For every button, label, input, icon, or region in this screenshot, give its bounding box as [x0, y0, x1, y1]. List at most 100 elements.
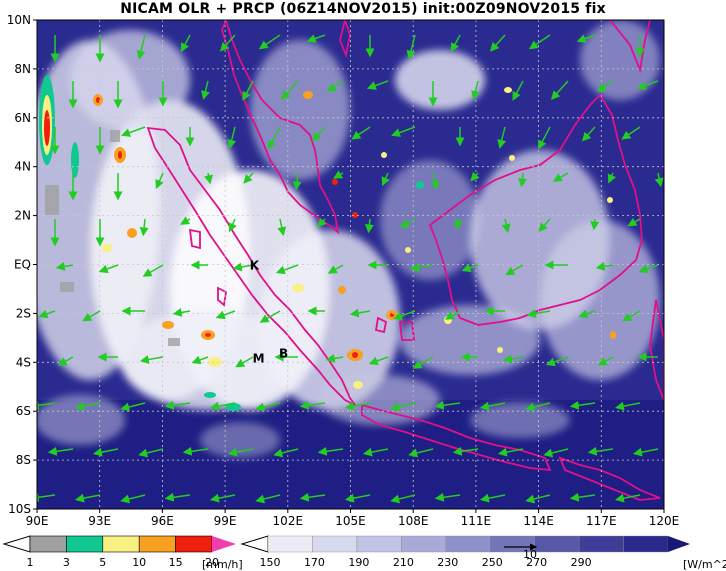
wind-arrow — [512, 80, 524, 101]
wind-arrow — [489, 34, 506, 52]
wind-arrow — [299, 492, 326, 502]
wind-arrow — [280, 80, 299, 100]
precip-scale-label: 20 — [205, 556, 219, 569]
wind-arrow — [268, 126, 281, 150]
lat-tick-label: EQ — [14, 258, 31, 272]
wind-arrow — [299, 400, 326, 410]
olr-color-box — [401, 535, 446, 553]
wind-arrow — [228, 218, 237, 233]
lon-tick-label: 105E — [335, 514, 366, 528]
precip-unit: [mm/h] — [202, 558, 243, 571]
olr-colorbar-low-tip — [240, 535, 269, 553]
plot-area — [37, 20, 664, 509]
wind-arrow — [37, 400, 56, 410]
wind-arrow — [277, 218, 287, 237]
wind-arrow — [327, 264, 344, 274]
coast-small-island-1 — [398, 321, 416, 341]
wind-arrow — [587, 446, 614, 456]
wind-arrow — [406, 34, 416, 60]
wind-arrow — [136, 34, 146, 60]
wind-arrow — [517, 172, 527, 188]
wind-arrow — [430, 172, 440, 191]
coast-lombok-area — [558, 456, 661, 501]
wind-arrow — [219, 34, 236, 52]
wind-arrow — [368, 356, 389, 366]
wind-arrow — [392, 310, 416, 321]
wind-arrow — [607, 172, 617, 184]
lat-tick-label: 10N — [7, 13, 31, 27]
wind-arrow — [538, 218, 551, 233]
wind-arrow — [92, 447, 119, 457]
wind-arrow — [209, 493, 236, 503]
wind-arrow — [258, 34, 281, 50]
lon-tick-label: 93E — [88, 514, 111, 528]
wind-arrow — [576, 34, 596, 43]
wind-arrow — [180, 34, 191, 53]
precip-color-box — [29, 535, 67, 553]
wind-arrow — [399, 218, 416, 228]
lon-tick-label: 96E — [151, 514, 174, 528]
wind-arrow — [47, 446, 74, 456]
wind-arrow — [182, 446, 209, 456]
olr-color-box — [445, 535, 491, 553]
lat-tick-label: 10S — [8, 502, 31, 516]
lon-tick-label: 120E — [649, 514, 680, 528]
lat-tick-label: 2N — [14, 209, 31, 223]
wind-arrow — [57, 356, 74, 366]
lon-tick-label: 108E — [398, 514, 429, 528]
wind-arrow — [259, 310, 281, 323]
wind-arrow — [434, 492, 461, 502]
wind-arrow — [638, 264, 659, 274]
wind-vectors — [37, 34, 664, 504]
wind-arrow — [636, 80, 659, 90]
precip-scale-label: 10 — [132, 556, 146, 569]
place-markers: K M B — [250, 258, 288, 365]
wind-arrow — [317, 217, 327, 228]
lat-axis: 10N 8N 6N 4N 2N EQ 2S 4S 6S 8S 10S — [7, 13, 37, 516]
wind-arrow — [349, 308, 371, 318]
wind-arrow — [333, 170, 344, 179]
wind-arrow — [621, 126, 641, 140]
olr-color-box — [356, 535, 402, 553]
wind-arrow — [227, 447, 254, 457]
wind-arrow — [497, 126, 507, 149]
place-marker: M — [253, 351, 265, 365]
precip-colorbar-boxes — [29, 535, 213, 553]
precip-colorbar: 1 3 5 10 15 20 [mm/h] — [2, 535, 243, 571]
wind-arrow — [351, 126, 371, 140]
precip-scale-label: 5 — [99, 556, 106, 569]
wind-arrow — [552, 172, 569, 182]
wind-arrow — [155, 172, 164, 189]
olr-scale-label: 170 — [304, 556, 325, 569]
coast-small-island-2 — [374, 316, 388, 334]
coast-thailand-gulf — [339, 20, 351, 59]
wind-arrow — [526, 309, 551, 318]
lat-tick-label: 4N — [14, 160, 31, 174]
wind-arrow — [242, 80, 254, 101]
wind-arrow — [164, 400, 191, 410]
lon-tick-label: 99E — [214, 514, 237, 528]
wind-arrow — [164, 492, 191, 502]
wind-arrow — [55, 262, 74, 271]
olr-colorbar: 150 170 190 210 230 250 270 290 [W/m^2] 10 — [240, 535, 726, 571]
precipitation-cells — [39, 75, 616, 411]
wind-arrow — [37, 492, 56, 502]
wind-arrow — [215, 310, 236, 320]
wind-arrow — [227, 126, 237, 149]
coast-vietnam — [609, 20, 651, 74]
olr-scale-label: 290 — [571, 556, 592, 569]
wind-arrow — [172, 308, 191, 317]
wind-arrow — [412, 356, 434, 369]
lat-tick-label: 8S — [16, 453, 31, 467]
wind-arrow — [461, 263, 479, 273]
lon-axis: 90E 93E 96E 99E 102E 105E 108E 111E 114E 117E 120E — [26, 509, 680, 528]
coast-small-island-3 — [188, 228, 201, 250]
wind-arrow — [306, 34, 326, 43]
wind-arrow — [366, 80, 389, 90]
wind-arrow — [497, 447, 524, 457]
olr-scale-label: 230 — [437, 556, 458, 569]
wind-arrow — [390, 494, 416, 504]
wind-arrow — [82, 310, 101, 322]
map-title: NICAM OLR + PRCP (06Z14NOV2015) init:00Z… — [120, 1, 606, 17]
wind-arrow — [578, 309, 596, 319]
